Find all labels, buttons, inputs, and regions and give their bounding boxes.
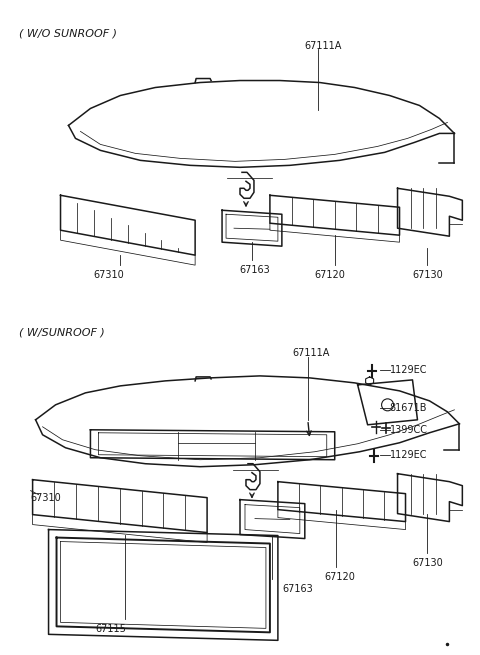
Text: 1399CC: 1399CC	[390, 425, 428, 435]
Text: 67130: 67130	[412, 270, 443, 280]
Text: 1129EC: 1129EC	[390, 450, 427, 460]
Text: 67120: 67120	[314, 270, 345, 280]
Text: 67310: 67310	[31, 493, 61, 502]
Text: 67163: 67163	[282, 584, 313, 595]
Text: 67111A: 67111A	[305, 41, 342, 50]
Text: 67130: 67130	[412, 557, 443, 567]
Text: ( W/O SUNROOF ): ( W/O SUNROOF )	[19, 29, 117, 39]
Text: 67115: 67115	[95, 624, 126, 635]
Text: 67163: 67163	[240, 265, 270, 275]
Text: ( W/SUNROOF ): ( W/SUNROOF )	[19, 328, 104, 338]
Text: 81671B: 81671B	[390, 403, 427, 413]
Text: 67111A: 67111A	[293, 348, 330, 358]
Text: 67310: 67310	[93, 270, 124, 280]
Text: 67120: 67120	[324, 572, 355, 582]
Text: 1129EC: 1129EC	[390, 365, 427, 375]
